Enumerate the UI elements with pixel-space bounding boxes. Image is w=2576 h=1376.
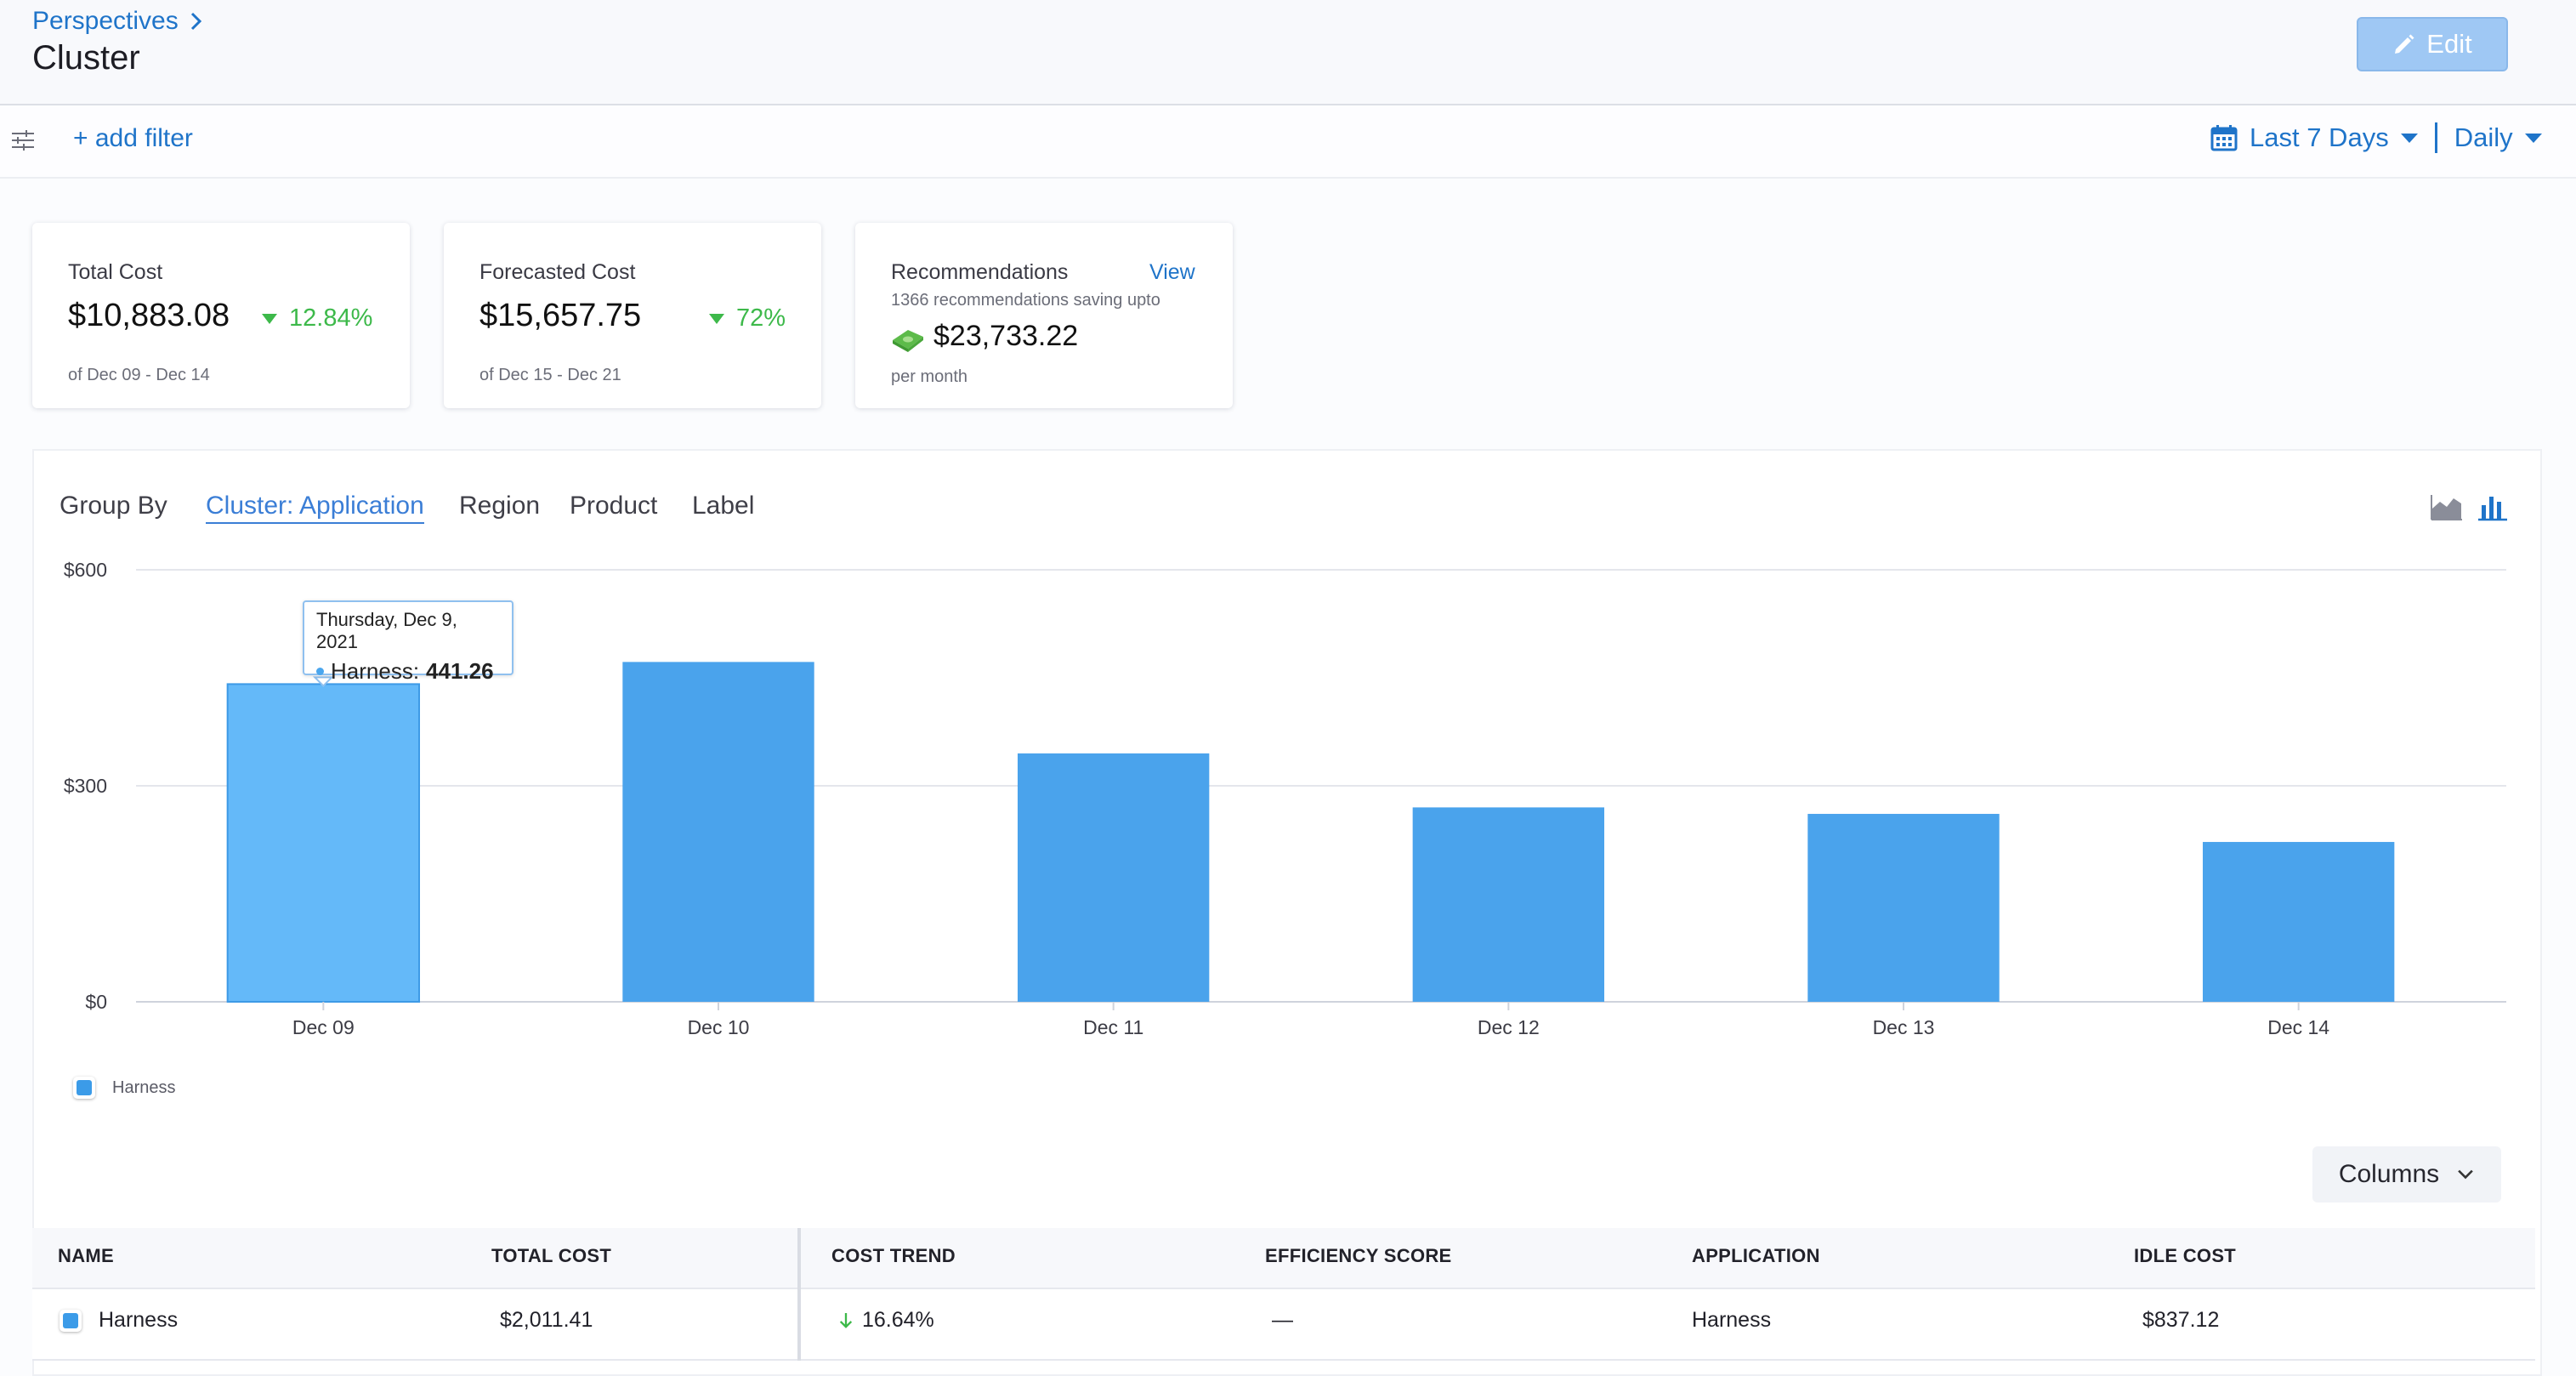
card-value: $10,883.08 (68, 298, 230, 333)
chart-legend[interactable]: Harness (73, 1077, 175, 1099)
chevron-down-icon (2524, 133, 2542, 143)
forecasted-cost-card: Forecasted Cost $15,657.75 72% of Dec 15… (444, 223, 821, 408)
breadcrumb[interactable]: Perspectives (32, 7, 206, 36)
money-icon (893, 330, 923, 352)
column-resize-handle[interactable] (797, 1228, 801, 1361)
cost-bar-chart: $0 $300 $600 Dec 09 Dec 10 Dec 11 Dec 12 Dec 13… (64, 559, 2506, 1038)
bar (1807, 814, 2000, 1002)
arrow-down-icon (839, 1312, 853, 1328)
cell-name: Harness (99, 1308, 179, 1332)
chevron-down-icon (2458, 1169, 2473, 1180)
calendar-icon (2210, 125, 2238, 151)
y-tick-label: $600 (64, 559, 107, 581)
x-tick-label: Dec 14 (2267, 1016, 2329, 1038)
cell-application: Harness (1692, 1308, 1772, 1332)
tooltip-series: Harness: 441.26 (316, 658, 500, 685)
trend-down-icon (709, 313, 724, 324)
x-tick-label: Dec 12 (1478, 1016, 1540, 1038)
column-header-total-cost[interactable]: TOTAL COST (491, 1245, 612, 1266)
card-label: Recommendations (891, 260, 1069, 284)
filter-settings-icon[interactable] (10, 128, 36, 153)
chevron-right-icon (190, 12, 201, 31)
y-tick-label: $0 (85, 991, 107, 1013)
x-tick-label: Dec 13 (1873, 1016, 1935, 1038)
column-header-name[interactable]: NAME (58, 1245, 114, 1266)
trend-value: 72% (736, 304, 786, 332)
column-header-efficiency-score[interactable]: EFFICIENCY SCORE (1265, 1245, 1452, 1266)
card-period: of Dec 09 - Dec 14 (68, 366, 210, 384)
page-header (0, 0, 2576, 105)
card-period: per month (891, 367, 968, 386)
pencil-icon (2395, 34, 2414, 54)
recommendations-savings-value: $23,733.22 (933, 320, 1079, 352)
y-tick-label: $300 (64, 775, 107, 797)
view-recommendations-link[interactable]: View (1149, 260, 1195, 284)
column-header-application[interactable]: APPLICATION (1692, 1245, 1820, 1266)
page-title: Cluster (32, 39, 140, 77)
tooltip-value: 441.26 (426, 658, 494, 684)
cell-total-cost: $2,011.41 (500, 1308, 593, 1332)
cost-trend-value: 16.64% (862, 1308, 934, 1332)
column-header-cost-trend[interactable]: COST TREND (831, 1245, 956, 1266)
trend-down-icon (262, 313, 277, 324)
group-by-label: Group By (60, 492, 167, 520)
cell-efficiency-score: — (1272, 1308, 1293, 1332)
chevron-down-icon (2400, 133, 2418, 143)
area-chart-icon[interactable] (2430, 492, 2464, 522)
chart-tooltip: Thursday, Dec 9, 2021 Harness: 441.26 (303, 600, 513, 684)
recommendations-description: 1366 recommendations saving upto (891, 291, 1160, 310)
tab-cluster-application[interactable]: Cluster: Application (206, 492, 424, 524)
x-tick-label: Dec 10 (688, 1016, 750, 1038)
table-row[interactable] (32, 1289, 2535, 1361)
tooltip-pointer (312, 676, 334, 687)
table-header (32, 1228, 2535, 1289)
card-value: $15,657.75 (479, 298, 642, 333)
add-filter-button[interactable]: + add filter (73, 124, 193, 152)
card-label: Forecasted Cost (479, 260, 636, 284)
x-tick-label: Dec 11 (1083, 1016, 1143, 1038)
bar (2202, 842, 2395, 1002)
tooltip-series-name: Harness: (331, 658, 420, 684)
legend-swatch[interactable] (73, 1077, 95, 1099)
granularity-label[interactable]: Daily (2454, 122, 2513, 152)
date-range-selector[interactable]: Last 7 Days Daily (2210, 122, 2542, 153)
trend-indicator: 72% (709, 304, 786, 333)
bar (622, 662, 814, 1002)
trend-value: 12.84% (289, 304, 373, 332)
divider (2434, 122, 2437, 153)
breadcrumb-perspectives-link[interactable]: Perspectives (32, 7, 179, 35)
cell-cost-trend: 16.64% (838, 1308, 934, 1333)
cell-idle-cost: $837.12 (2142, 1308, 2220, 1332)
date-range-label: Last 7 Days (2250, 122, 2389, 152)
bar (226, 683, 421, 1003)
columns-button[interactable]: Columns (2312, 1146, 2501, 1203)
columns-label: Columns (2338, 1160, 2440, 1188)
bar-chart-icon[interactable] (2476, 492, 2510, 522)
edit-button-label: Edit (2426, 29, 2472, 59)
tab-label[interactable]: Label (692, 492, 755, 520)
x-tick-label: Dec 09 (292, 1016, 355, 1038)
row-color-checkbox[interactable] (60, 1310, 82, 1332)
bar (1412, 807, 1605, 1002)
bar (1017, 753, 1210, 1002)
trend-indicator: 12.84% (262, 304, 372, 333)
edit-button[interactable]: Edit (2357, 17, 2508, 71)
legend-label: Harness (112, 1077, 176, 1097)
card-label: Total Cost (68, 260, 163, 284)
card-period: of Dec 15 - Dec 21 (479, 366, 621, 384)
column-header-idle-cost[interactable]: IDLE COST (2134, 1245, 2237, 1266)
tab-region[interactable]: Region (459, 492, 541, 520)
tab-product[interactable]: Product (570, 492, 658, 520)
series-dot (316, 668, 324, 675)
recommendations-card: Recommendations View 1366 recommendation… (855, 223, 1233, 408)
total-cost-card: Total Cost $10,883.08 12.84% of Dec 09 -… (32, 223, 410, 408)
filter-bar (0, 105, 2576, 179)
tooltip-date: Thursday, Dec 9, 2021 (316, 609, 457, 652)
